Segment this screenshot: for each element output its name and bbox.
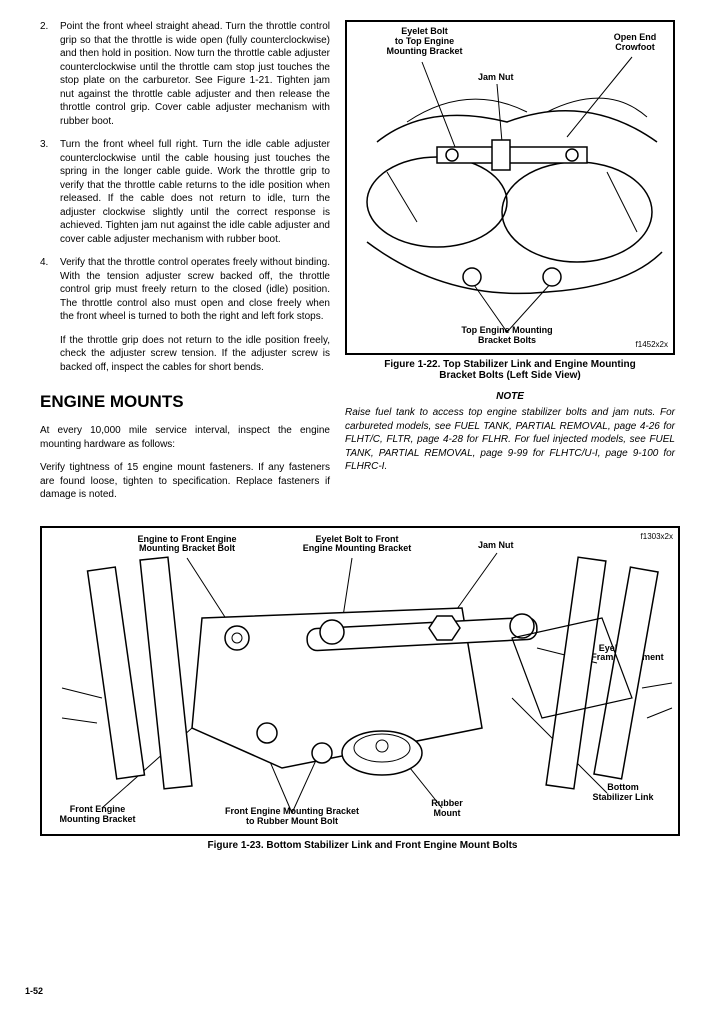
step-number: 4. bbox=[40, 256, 60, 324]
diagram-svg bbox=[347, 22, 673, 353]
caption-line: Figure 1-22. Top Stabilizer Link and Eng… bbox=[384, 359, 636, 370]
step-text: Verify that the throttle control operate… bbox=[60, 256, 330, 324]
step-number: 3. bbox=[40, 138, 60, 246]
section-heading: ENGINE MOUNTS bbox=[40, 392, 330, 412]
step-4: 4. Verify that the throttle control oper… bbox=[40, 256, 330, 324]
step-2: 2. Point the front wheel straight ahead.… bbox=[40, 20, 330, 128]
left-column: 2. Point the front wheel straight ahead.… bbox=[40, 20, 330, 512]
figure-122-caption: Figure 1-22. Top Stabilizer Link and Eng… bbox=[345, 359, 675, 381]
figure-123: f1303x2x Engine to Front EngineMounting … bbox=[40, 526, 680, 836]
figure-123-wrap: f1303x2x Engine to Front EngineMounting … bbox=[40, 526, 685, 851]
diagram-svg bbox=[42, 528, 678, 834]
indent-paragraph: If the throttle grip does not return to … bbox=[60, 334, 330, 375]
step-text: Point the front wheel straight ahead. Tu… bbox=[60, 20, 330, 128]
body-paragraph: At every 10,000 mile service interval, i… bbox=[40, 424, 330, 451]
figure-122: Eyelet Boltto Top EngineMounting Bracket… bbox=[345, 20, 675, 355]
note-text: Raise fuel tank to access top engine sta… bbox=[345, 406, 675, 474]
note-heading: NOTE bbox=[345, 391, 675, 402]
step-text: Turn the front wheel full right. Turn th… bbox=[60, 138, 330, 246]
caption-line: Bracket Bolts (Left Side View) bbox=[439, 370, 581, 381]
page-number: 1-52 bbox=[25, 986, 43, 996]
step-3: 3. Turn the front wheel full right. Turn… bbox=[40, 138, 330, 246]
step-number: 2. bbox=[40, 20, 60, 128]
body-paragraph: Verify tightness of 15 engine mount fast… bbox=[40, 461, 330, 502]
right-column: Eyelet Boltto Top EngineMounting Bracket… bbox=[345, 20, 675, 512]
figure-123-caption: Figure 1-23. Bottom Stabilizer Link and … bbox=[40, 840, 685, 851]
